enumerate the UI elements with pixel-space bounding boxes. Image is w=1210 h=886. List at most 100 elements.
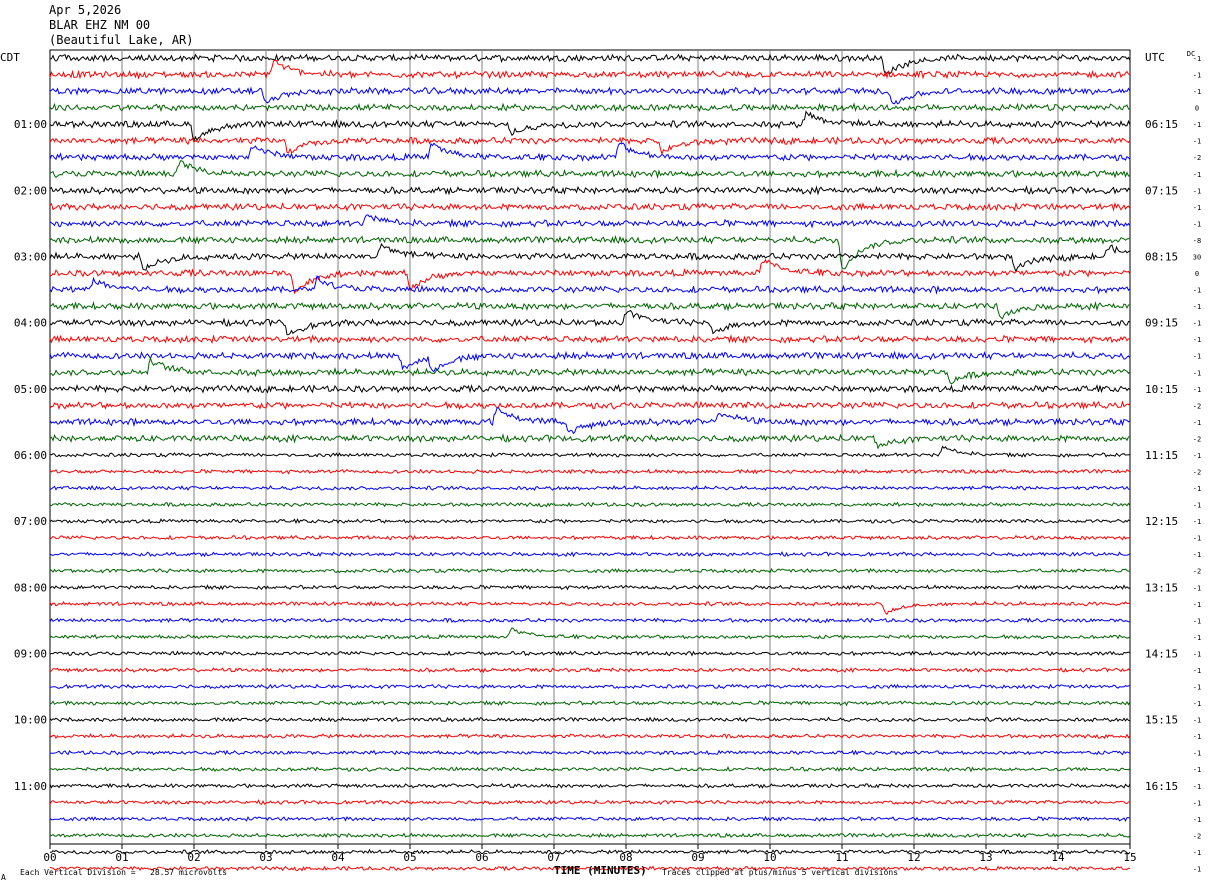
right-hour-label: 09:15 <box>1145 317 1178 330</box>
dc-offset-label: -1 <box>1193 72 1201 80</box>
x-tick-label: 06 <box>475 851 488 864</box>
scale-note: Each Vertical Division = 28.57 microvolt… <box>20 868 228 877</box>
right-hour-label: 06:15 <box>1145 118 1178 131</box>
right-hour-label: 12:15 <box>1145 515 1178 528</box>
trace-line <box>49 683 1131 690</box>
trace-line <box>49 799 1131 806</box>
trace-line <box>49 445 1131 458</box>
trace-line <box>49 110 1131 143</box>
x-tick-label: 08 <box>619 851 632 864</box>
dc-offset-label: -1 <box>1193 584 1201 592</box>
trace-line <box>49 716 1131 723</box>
dc-offset-label: -1 <box>1193 204 1201 212</box>
dc-offset-label: -8 <box>1193 237 1201 245</box>
trace-line <box>49 383 1131 394</box>
trace-line <box>49 749 1131 756</box>
dc-offset-label: -1 <box>1193 617 1201 625</box>
left-hour-label: 02:00 <box>14 184 47 197</box>
trace-line <box>49 518 1131 525</box>
x-tick-label: 03 <box>259 851 272 864</box>
dc-offset-label: -1 <box>1193 287 1201 295</box>
dc-offset-label: -1 <box>1193 220 1201 228</box>
x-tick-label: 15 <box>1123 851 1136 864</box>
trace-line <box>49 700 1131 707</box>
dc-offset-label: -1 <box>1193 485 1201 493</box>
dc-offset-label: -1 <box>1193 551 1201 559</box>
right-hour-label: 13:15 <box>1145 581 1178 594</box>
dc-offset-label: -2 <box>1193 469 1201 477</box>
dc-offset-label: -1 <box>1193 750 1201 758</box>
dc-offset-label: -1 <box>1193 121 1201 129</box>
grid-layer <box>49 49 1131 845</box>
trace-line <box>49 733 1131 740</box>
dc-offset-label: -1 <box>1193 88 1201 96</box>
dc-offset-label: -1 <box>1193 816 1201 824</box>
trace-line <box>49 160 1131 180</box>
left-hour-label: 04:00 <box>14 317 47 330</box>
dc-offset-label: -2 <box>1193 402 1201 410</box>
dc-offset-label: -1 <box>1193 452 1201 460</box>
trace-line <box>49 407 1131 435</box>
left-hour-label: 06:00 <box>14 449 47 462</box>
dc-offset-label: -1 <box>1193 386 1201 394</box>
left-hour-label: 08:00 <box>14 581 47 594</box>
dc-offset-label: -1 <box>1193 535 1201 543</box>
header-date: Apr 5,2026 <box>49 3 122 17</box>
trace-line <box>49 485 1131 492</box>
left-hour-label: 11:00 <box>14 780 47 793</box>
trace-line <box>49 59 1131 80</box>
x-tick-label: 04 <box>331 851 345 864</box>
x-tick-label: 09 <box>691 851 704 864</box>
dc-offset-label: -1 <box>1193 419 1201 427</box>
dc-offset-label: -1 <box>1193 320 1201 328</box>
trace-line <box>49 433 1131 450</box>
dc-offset-label: -1 <box>1193 849 1201 857</box>
left-hour-label: 09:00 <box>14 647 47 660</box>
right-hour-label: 11:15 <box>1145 449 1178 462</box>
right-hour-label: 07:15 <box>1145 184 1178 197</box>
dc-offset-label: -1 <box>1193 502 1201 510</box>
right-hour-label: 15:15 <box>1145 714 1178 727</box>
left-hour-label: 10:00 <box>14 714 47 727</box>
trace-line <box>49 534 1131 541</box>
plot-frame <box>49 49 1131 845</box>
dc-offset-label: -1 <box>1193 700 1201 708</box>
trace-line <box>49 258 1131 295</box>
trace-line <box>49 234 1130 270</box>
plot-header: Apr 5,2026 BLAR EHZ NM 00 (Beautiful Lak… <box>49 3 194 48</box>
x-axis-title: TIME (MINUTES) <box>554 864 647 877</box>
x-tick-label: 10 <box>763 851 776 864</box>
x-tick-label: 13 <box>979 851 992 864</box>
x-tick-label: 11 <box>835 851 848 864</box>
x-tick-label: 12 <box>907 851 920 864</box>
x-tick-label: 02 <box>187 851 200 864</box>
left-hour-label: 05:00 <box>14 383 47 396</box>
x-tick-label: 14 <box>1051 851 1065 864</box>
trace-line <box>49 501 1131 508</box>
dc-offset-label: -1 <box>1193 766 1201 774</box>
dc-offset-label: -1 <box>1193 865 1201 873</box>
trace-layer <box>49 53 1131 872</box>
right-timezone-label: UTC <box>1145 51 1165 64</box>
dc-offset-label: 0 <box>1195 105 1199 113</box>
trace-line <box>49 214 1131 229</box>
trace-line <box>49 334 1131 345</box>
dc-offset-label: 30 <box>1193 253 1201 261</box>
dc-offset-label: -1 <box>1193 303 1201 311</box>
trace-line <box>49 551 1131 558</box>
x-tick-label: 07 <box>547 851 560 864</box>
trace-line <box>49 782 1131 789</box>
trace-line <box>49 301 1131 320</box>
dc-offset-label: -1 <box>1193 601 1201 609</box>
trace-line <box>49 627 1131 640</box>
trace-line <box>49 350 1131 373</box>
trace-line <box>49 242 1131 273</box>
dc-header-label: DC <box>1187 50 1195 58</box>
dc-offset-label: -2 <box>1193 832 1201 840</box>
dc-offset-label: -2 <box>1193 568 1201 576</box>
dc-offset-label: -1 <box>1193 353 1201 361</box>
dc-offset-label: -1 <box>1193 336 1201 344</box>
trace-line <box>49 600 1131 615</box>
trace-line <box>49 53 1131 77</box>
